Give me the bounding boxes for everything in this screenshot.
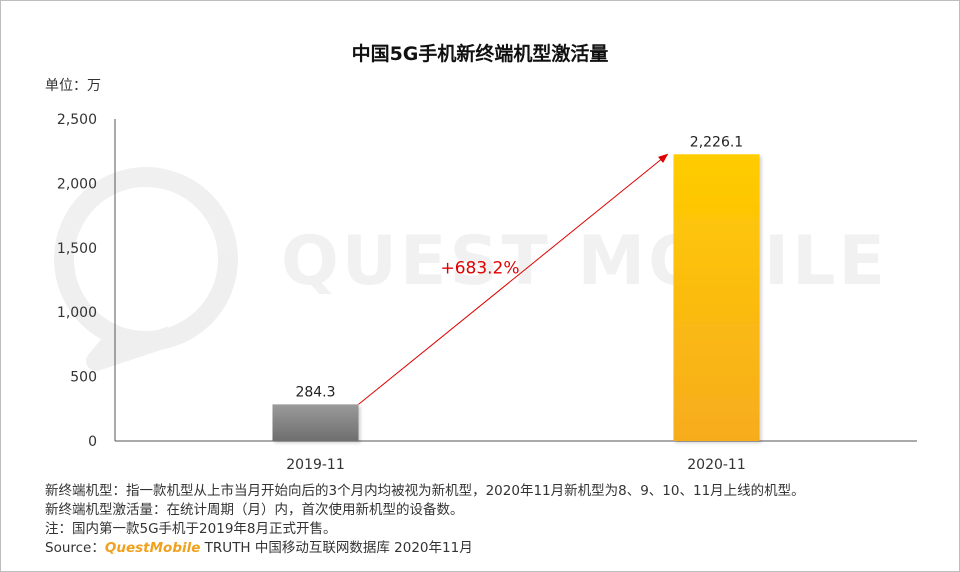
x-tick-label: 2019-11 [286,457,345,473]
unit-label: 单位：万 [45,78,101,94]
y-tick-label: 500 [70,370,97,386]
source-brand-logo: QuestMobile [104,540,201,556]
growth-label: +683.2% [440,258,519,278]
y-tick-label: 1,500 [57,241,97,257]
y-tick-label: 2,500 [57,112,97,128]
chart-title: 中国5G手机新终端机型激活量 [351,43,609,65]
footnote-line: 新终端机型：指一款机型从上市当月开始向后的3个月内均被视为新机型，2020年11… [45,483,805,499]
y-tick-label: 2,000 [57,176,97,192]
source-suffix: TRUTH 中国移动互联网数据库 2020年11月 [200,540,473,556]
bar-value-label: 2,226.1 [690,134,743,150]
growth-arrow [358,153,669,405]
source-line: Source：QuestMobile TRUTH 中国移动互联网数据库 2020… [45,539,805,558]
footnote-line: 注：国内第一款5G手机于2019年8月正式开售。 [45,521,337,537]
bar-value-label: 284.3 [295,384,335,400]
watermark-text: QUEST MOBILE [281,222,888,301]
y-tick-label: 1,000 [57,305,97,321]
bar-chart: 0 500 1,000 1,500 2,000 2,500 2019-11 2020-11 2… [57,112,917,473]
footnotes: 新终端机型：指一款机型从上市当月开始向后的3个月内均被视为新机型，2020年11… [45,482,805,558]
x-tick-label: 2020-11 [687,457,746,473]
bar [673,154,760,441]
footnote-line: 新终端机型激活量：在统计周期（月）内，首次使用新机型的设备数。 [45,502,464,518]
y-tick-label: 0 [88,434,97,450]
source-prefix: Source： [45,540,105,556]
bar [272,404,359,441]
watermark-logo-icon [54,167,238,371]
